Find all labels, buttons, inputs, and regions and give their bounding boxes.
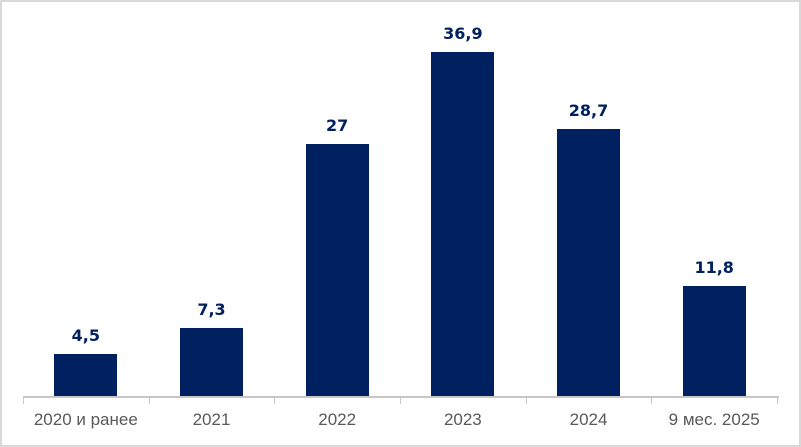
- bar-value-label: 11,8: [694, 258, 734, 277]
- bar-value-label: 7,3: [197, 300, 226, 319]
- axis-tick: [149, 396, 150, 404]
- category-label: 2023: [443, 410, 482, 429]
- x-axis-ticks: [23, 396, 778, 404]
- bar-group: 4,5: [23, 2, 149, 396]
- bar: [305, 144, 369, 396]
- plot-area: 4,5 7,3 27 36,9 28,7 11,8: [23, 2, 777, 396]
- bar-group: 11,8: [651, 2, 777, 396]
- x-axis-line: [23, 396, 779, 398]
- axis-tick: [777, 396, 778, 404]
- x-axis-labels: 2020 и ранее 2021 2022 2023 2024 9 мес. 2025: [23, 408, 777, 432]
- category-label: 9 мес. 2025: [668, 410, 760, 429]
- bar-value-label: 27: [326, 116, 349, 135]
- bar: [180, 328, 243, 396]
- category-label: 2024: [569, 410, 608, 429]
- bar-group: 36,9: [400, 2, 526, 396]
- axis-tick: [274, 396, 275, 404]
- bar-value-label: 4,5: [71, 326, 100, 345]
- category-label: 2020 и ранее: [33, 410, 138, 429]
- bar: [557, 129, 621, 396]
- bar: [682, 286, 746, 396]
- bar-value-label: 28,7: [568, 101, 609, 120]
- bar-group: 7,3: [149, 2, 275, 396]
- bar: [431, 52, 495, 396]
- axis-tick: [526, 396, 527, 404]
- bar-value-label: 36,9: [443, 24, 483, 43]
- axis-tick: [400, 396, 401, 404]
- category-label: 2021: [192, 410, 231, 429]
- category-label: 2022: [318, 410, 357, 429]
- axis-tick: [23, 396, 24, 404]
- bar-group: 28,7: [526, 2, 652, 396]
- bar-group: 27: [274, 2, 400, 396]
- axis-tick: [651, 396, 652, 404]
- bar: [54, 354, 118, 396]
